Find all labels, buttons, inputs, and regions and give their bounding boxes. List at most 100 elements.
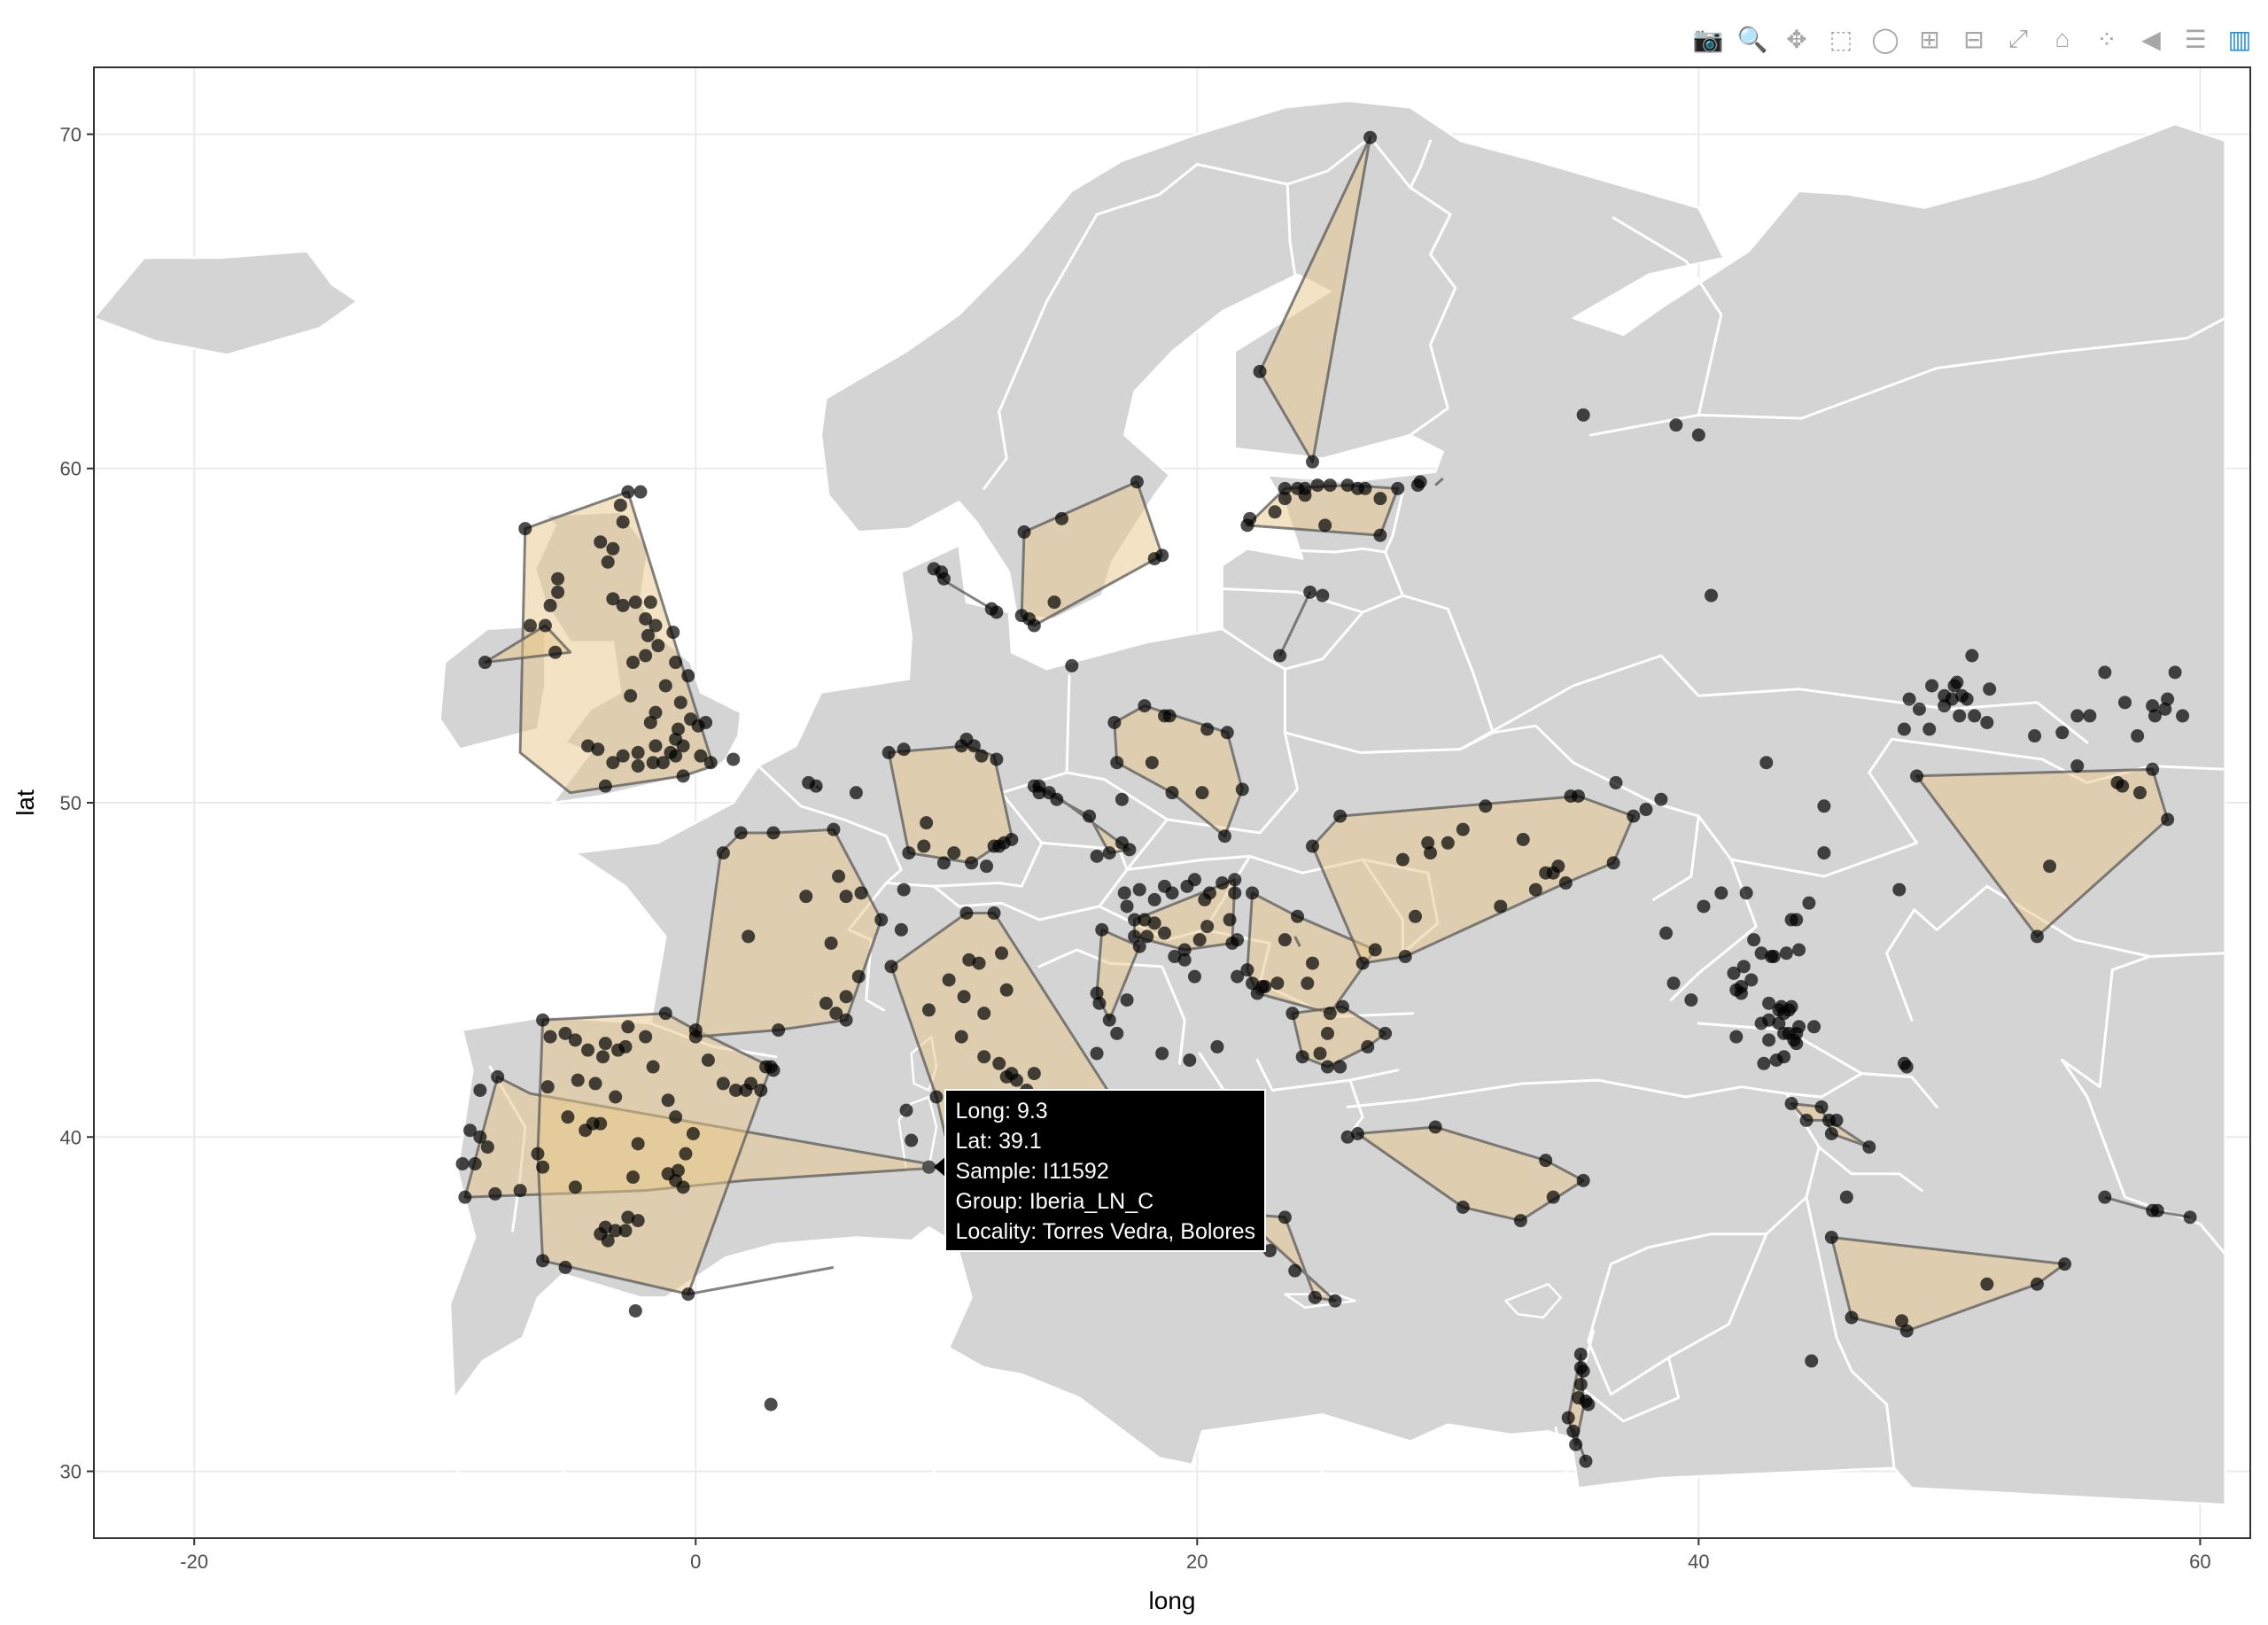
sample-point[interactable] (1428, 1120, 1442, 1134)
sample-point[interactable] (2098, 1190, 2112, 1204)
sample-point[interactable] (1968, 709, 1982, 723)
sample-point[interactable] (694, 749, 708, 763)
sample-point[interactable] (716, 846, 730, 860)
sample-point[interactable] (664, 745, 678, 759)
zoom-icon[interactable]: 🔍 (1736, 25, 1768, 53)
sample-point[interactable] (954, 1030, 968, 1044)
sample-point[interactable] (543, 1030, 557, 1044)
sample-point[interactable] (1128, 929, 1142, 944)
sample-point[interactable] (1138, 913, 1152, 927)
sample-point[interactable] (1310, 478, 1324, 493)
sample-point[interactable] (1278, 933, 1292, 947)
sample-point[interactable] (1960, 692, 1974, 706)
sample-point[interactable] (1456, 1201, 1470, 1214)
sample-point[interactable] (1817, 846, 1831, 860)
sample-point[interactable] (523, 618, 537, 633)
sample-point[interactable] (897, 882, 911, 897)
sample-point[interactable] (839, 990, 853, 1004)
sample-point[interactable] (1845, 1310, 1859, 1325)
sample-point[interactable] (551, 585, 565, 599)
sample-point[interactable] (766, 1063, 781, 1077)
sample-point[interactable] (1494, 899, 1508, 914)
sample-point[interactable] (1340, 1130, 1355, 1144)
sample-point[interactable] (882, 745, 896, 759)
sample-point[interactable] (1363, 130, 1378, 144)
sample-point[interactable] (1573, 1361, 1588, 1375)
sample-point[interactable] (1132, 882, 1146, 897)
sample-point[interactable] (699, 715, 713, 729)
sample-point[interactable] (1158, 926, 1172, 940)
sample-point[interactable] (1177, 952, 1192, 967)
sample-point[interactable] (646, 1060, 660, 1074)
hover-closest-icon[interactable]: ◀ (2141, 25, 2161, 53)
sample-point[interactable] (631, 759, 645, 773)
sample-point[interactable] (676, 739, 690, 753)
sample-point[interactable] (1316, 588, 1330, 603)
sample-point[interactable] (1195, 786, 1209, 800)
sample-point[interactable] (1313, 1046, 1327, 1061)
sample-point[interactable] (1110, 756, 1124, 770)
sample-point[interactable] (649, 618, 663, 633)
sample-point[interactable] (1817, 799, 1831, 813)
sample-point[interactable] (1729, 1030, 1744, 1044)
sample-point[interactable] (606, 592, 620, 606)
sample-point[interactable] (701, 1054, 715, 1067)
sample-point[interactable] (641, 628, 655, 642)
sample-point[interactable] (1177, 943, 1192, 957)
sample-point[interactable] (1762, 1013, 1776, 1027)
sample-point[interactable] (1654, 792, 1668, 806)
sample-point[interactable] (1772, 1016, 1786, 1030)
sample-point[interactable] (536, 1254, 550, 1268)
sample-point[interactable] (1333, 809, 1348, 823)
sample-point[interactable] (568, 1033, 582, 1047)
sample-point[interactable] (1295, 1050, 1309, 1064)
sample-point[interactable] (458, 1190, 472, 1204)
sample-point[interactable] (1047, 595, 1061, 610)
camera-icon[interactable]: 📷 (1692, 25, 1724, 53)
sample-point[interactable] (2030, 929, 2044, 944)
sample-point[interactable] (849, 786, 863, 800)
sample-point[interactable] (673, 696, 687, 710)
sample-point[interactable] (1539, 866, 1553, 880)
sample-point[interactable] (1705, 588, 1718, 603)
sample-point[interactable] (1235, 782, 1249, 797)
sample-point[interactable] (1288, 1263, 1302, 1278)
sample-point[interactable] (616, 515, 630, 529)
sample-point[interactable] (491, 1069, 505, 1084)
sample-point[interactable] (1691, 428, 1705, 442)
sample-point[interactable] (980, 859, 994, 874)
sample-point[interactable] (591, 743, 605, 757)
sample-point[interactable] (606, 756, 620, 770)
sample-point[interactable] (1240, 963, 1254, 977)
sample-point[interactable] (1666, 976, 1681, 991)
sample-point[interactable] (902, 846, 916, 860)
sample-point[interactable] (1516, 833, 1530, 846)
sample-point[interactable] (1335, 999, 1349, 1014)
sample-point[interactable] (839, 1013, 853, 1027)
sample-point[interactable] (601, 1233, 615, 1248)
sample-point[interactable] (1807, 1020, 1821, 1034)
sample-point[interactable] (1318, 518, 1332, 533)
sample-point[interactable] (1138, 699, 1152, 713)
sample-point[interactable] (1754, 946, 1768, 960)
sample-point[interactable] (1606, 856, 1620, 870)
sample-point[interactable] (1147, 552, 1161, 566)
sample-point[interactable] (1757, 1056, 1771, 1070)
sample-point[interactable] (1090, 1046, 1104, 1061)
sample-point[interactable] (2083, 709, 2097, 723)
sample-point[interactable] (1168, 950, 1182, 964)
sample-point[interactable] (1228, 886, 1242, 900)
pan-icon[interactable]: ✥ (1786, 25, 1807, 53)
sample-point[interactable] (540, 1080, 555, 1094)
sample-point[interactable] (2055, 726, 2070, 740)
sample-point[interactable] (1223, 913, 1237, 927)
sample-point[interactable] (1566, 1424, 1581, 1438)
sample-point[interactable] (1792, 1020, 1806, 1034)
sample-point[interactable] (1005, 833, 1019, 846)
sample-point[interactable] (1361, 1039, 1375, 1054)
sample-point[interactable] (579, 1124, 593, 1138)
sample-point[interactable] (1120, 993, 1134, 1007)
sample-point[interactable] (1225, 936, 1239, 950)
sample-point[interactable] (543, 598, 557, 612)
